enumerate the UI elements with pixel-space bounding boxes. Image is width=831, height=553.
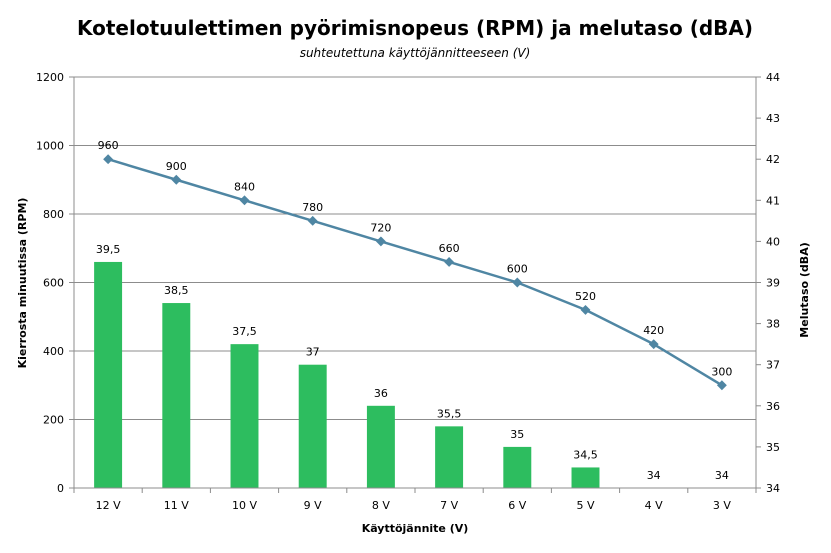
x-tick-label: 3 V: [713, 499, 731, 512]
x-tick-label: 6 V: [508, 499, 526, 512]
line-data-label: 300: [711, 365, 732, 378]
y-tick-label: 800: [43, 208, 64, 221]
line-point: [103, 154, 114, 165]
y-tick-label: 600: [43, 277, 64, 290]
rpm-line: [107, 158, 723, 387]
chart-title: Kotelotuulettimen pyörimisnopeus (RPM) j…: [77, 16, 753, 40]
line-data-label: 960: [98, 139, 119, 152]
bar-data-label: 38,5: [164, 284, 189, 297]
y2-tick-label: 44: [766, 71, 780, 84]
x-tick-label: 5 V: [576, 499, 594, 512]
line-point: [716, 380, 727, 391]
line-series: [103, 154, 727, 391]
line-data-label: 900: [166, 160, 187, 173]
y2-tick-label: 42: [766, 153, 780, 166]
line-point: [580, 304, 591, 315]
y2-axis-title: Melutaso (dBA): [798, 242, 811, 337]
line-data-label: 840: [234, 180, 255, 193]
y2-tick-label: 40: [766, 235, 780, 248]
line-data-label: 720: [370, 221, 391, 234]
bar-series: [94, 261, 600, 488]
x-tick-label: 8 V: [372, 499, 390, 512]
bar: [435, 426, 464, 488]
axes: 0 200 400 600 800 1000 1200 34 35 36 37 38 39 40 41 42 4…: [36, 71, 780, 512]
bar: [571, 467, 600, 488]
line-data-label: 660: [439, 242, 460, 255]
x-tick-label: 9 V: [304, 499, 322, 512]
x-axis-title: Käyttöjännite (V): [362, 522, 469, 535]
bar: [366, 405, 395, 488]
bar-data-label: 37,5: [232, 325, 257, 338]
bar-data-label: 34,5: [573, 448, 598, 461]
line-data-label: 520: [575, 290, 596, 303]
line-point: [239, 195, 250, 206]
y-tick-label: 200: [43, 414, 64, 427]
bar: [162, 303, 191, 488]
y-tick-label: 0: [57, 482, 64, 495]
bar: [298, 364, 327, 488]
bar-data-label: 34: [715, 469, 729, 482]
y-axis-title: Kierrosta minuutissa (RPM): [16, 198, 29, 369]
line-data-label: 600: [507, 263, 528, 276]
bar-data-label: 39,5: [96, 243, 121, 256]
bar-data-label: 37: [306, 346, 320, 359]
line-point: [375, 236, 386, 247]
x-tick-label: 7 V: [440, 499, 458, 512]
line-point: [512, 277, 523, 288]
line-point: [307, 215, 318, 226]
bar: [503, 446, 532, 488]
y-tick-label: 400: [43, 345, 64, 358]
bar-data-label: 35,5: [437, 407, 462, 420]
y2-tick-label: 37: [766, 359, 780, 372]
x-tick-label: 12 V: [96, 499, 121, 512]
x-tick-label: 4 V: [645, 499, 663, 512]
x-tick-label: 11 V: [164, 499, 189, 512]
bar-data-label: 34: [647, 469, 661, 482]
bar-data-label: 36: [374, 387, 388, 400]
line-point: [648, 339, 659, 350]
line-point: [444, 257, 455, 267]
line-data-label: 780: [302, 201, 323, 214]
y2-tick-label: 43: [766, 112, 780, 125]
y2-tick-label: 39: [766, 277, 780, 290]
chart-subtitle: suhteutettuna käyttöjännitteeseen (V): [300, 46, 531, 60]
y2-tick-label: 41: [766, 194, 780, 207]
line-data-label: 420: [643, 324, 664, 337]
data-labels: 39,5 38,5 37,5 37 36 35,5 35 34,5 34 34 960 900 840 7…: [96, 139, 733, 482]
bar: [94, 261, 123, 488]
y2-tick-label: 38: [766, 318, 780, 331]
y-tick-label: 1000: [36, 140, 64, 153]
y2-tick-label: 35: [766, 441, 780, 454]
y2-tick-label: 34: [766, 482, 780, 495]
y2-tick-label: 36: [766, 400, 780, 413]
bar-data-label: 35: [510, 428, 524, 441]
bar: [230, 344, 259, 488]
y-tick-label: 1200: [36, 71, 64, 84]
line-point: [171, 174, 182, 185]
x-tick-label: 10 V: [232, 499, 257, 512]
